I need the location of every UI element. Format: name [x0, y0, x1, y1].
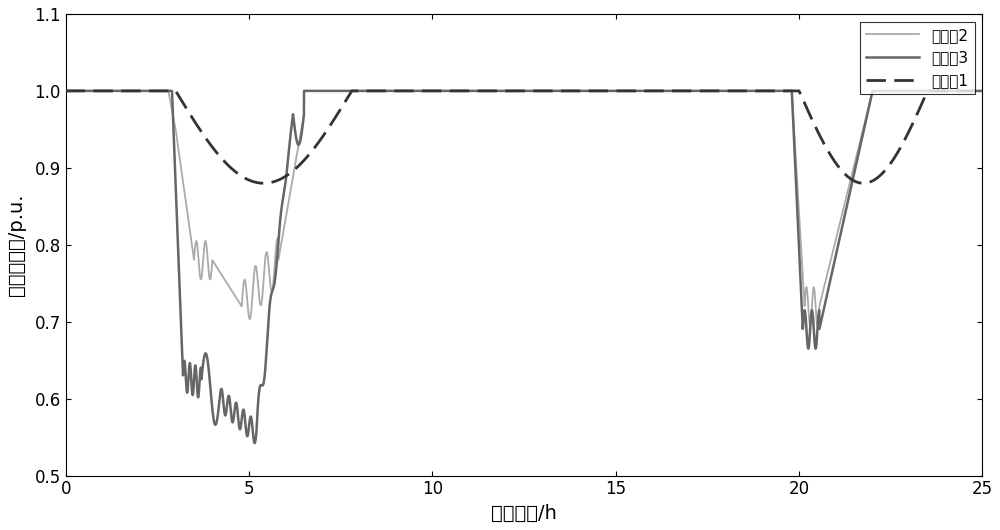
X-axis label: 循环周期/h: 循环周期/h — [491, 504, 557, 523]
电池箱2 — [60, 87, 72, 94]
电池箱3 — [249, 440, 261, 446]
电池箱1 — [976, 87, 988, 94]
电池箱3 — [392, 87, 404, 94]
Line: 电池箱2: 电池箱2 — [66, 91, 982, 325]
电池箱2 — [739, 87, 751, 94]
电池箱2 — [811, 322, 823, 329]
电池箱3 — [788, 144, 800, 151]
电池箱1 — [788, 87, 800, 94]
电池箱2 — [642, 87, 654, 94]
电池箱3 — [739, 87, 751, 94]
电池箱3 — [976, 87, 988, 94]
Line: 电池箱3: 电池箱3 — [66, 91, 982, 443]
电池箱3 — [106, 87, 118, 94]
Line: 电池箱1: 电池箱1 — [66, 91, 982, 183]
电池箱1 — [739, 87, 751, 94]
电池箱1 — [857, 180, 869, 187]
电池箱2 — [976, 87, 988, 94]
电池箱2 — [602, 87, 614, 94]
电池箱3 — [602, 87, 614, 94]
Y-axis label: 端电压幅值/p.u.: 端电压幅值/p.u. — [7, 193, 26, 296]
电池箱1 — [602, 87, 614, 94]
电池箱2 — [788, 130, 800, 136]
电池箱1 — [60, 87, 72, 94]
电池箱2 — [392, 87, 404, 94]
电池箱1 — [392, 87, 404, 94]
电池箱3 — [642, 87, 654, 94]
电池箱2 — [106, 87, 118, 94]
电池箱1 — [642, 87, 654, 94]
电池箱3 — [60, 87, 72, 94]
电池箱1 — [106, 87, 118, 94]
Legend: 电池箱2, 电池箱3, 电池箱1: 电池箱2, 电池箱3, 电池箱1 — [860, 22, 975, 94]
